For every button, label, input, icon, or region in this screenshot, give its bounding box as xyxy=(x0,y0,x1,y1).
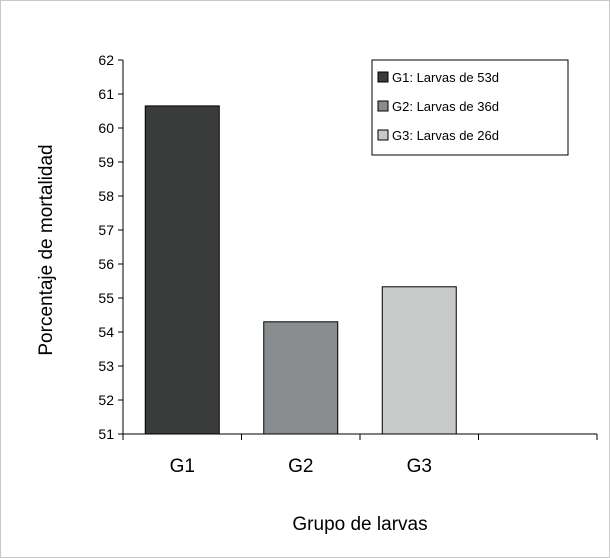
y-tick-label: 52 xyxy=(98,392,114,408)
x-tick-label: G1 xyxy=(170,456,195,477)
y-tick-label: 55 xyxy=(98,290,114,306)
x-axis-title: Grupo de larvas xyxy=(292,514,427,535)
legend-swatch xyxy=(377,71,389,83)
y-tick-label: 60 xyxy=(98,120,114,136)
y-tick-label: 51 xyxy=(98,426,114,442)
legend-box xyxy=(371,59,569,156)
legend-label: G2: Larvas de 36d xyxy=(392,99,499,114)
y-tick-label: 59 xyxy=(98,154,114,170)
y-axis-title: Porcentaje de mortalidad xyxy=(36,144,57,355)
y-tick-label: 54 xyxy=(98,324,114,340)
x-tick-label: G3 xyxy=(407,456,432,477)
y-tick-label: 61 xyxy=(98,86,114,102)
bar-g2 xyxy=(263,321,339,435)
bar-g3 xyxy=(381,286,457,435)
y-tick-label: 62 xyxy=(98,52,114,68)
legend-label: G1: Larvas de 53d xyxy=(392,70,499,85)
y-tick-label: 53 xyxy=(98,358,114,374)
bar-g1 xyxy=(144,105,220,435)
x-tick-label: G2 xyxy=(288,456,313,477)
y-tick-label: 58 xyxy=(98,188,114,204)
legend-label: G3: Larvas de 26d xyxy=(392,128,499,143)
legend-swatch xyxy=(377,100,389,112)
y-tick-label: 57 xyxy=(98,222,114,238)
legend-swatch xyxy=(377,129,389,141)
y-tick-label: 56 xyxy=(98,256,114,272)
